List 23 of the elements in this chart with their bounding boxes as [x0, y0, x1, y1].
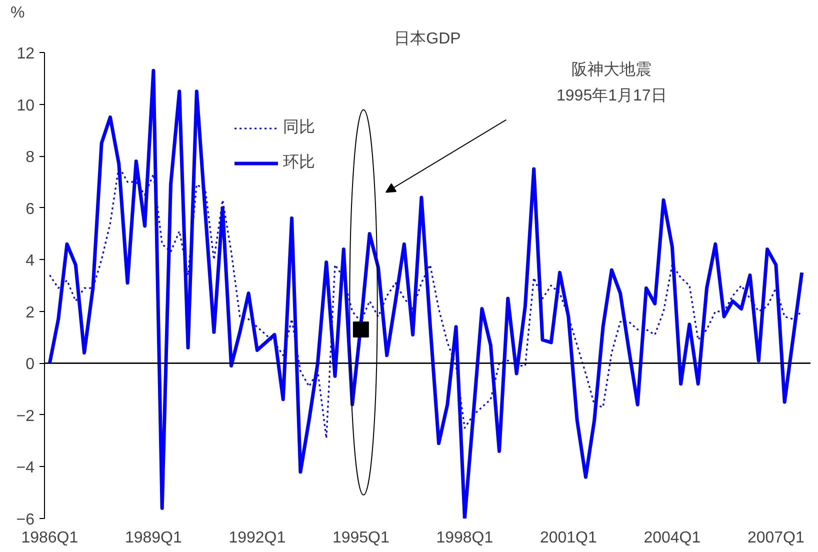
legend-label: 同比: [283, 118, 315, 138]
y-tick-label: 0: [26, 356, 35, 374]
x-tick-label: 1998Q1: [436, 530, 494, 546]
x-tick-label: 1992Q1: [228, 530, 286, 546]
y-axis-title: %: [10, 4, 25, 22]
annotation: 阪神大地震 1995年1月17日: [556, 60, 667, 104]
x-tick-label: 1986Q1: [21, 530, 78, 546]
legend-label: 环比: [283, 152, 315, 173]
y-tick-label: 8: [26, 149, 35, 166]
y-tick-label: 12: [16, 46, 35, 62]
y-tick-label: 4: [26, 252, 35, 270]
y-tick-label: 2: [26, 304, 35, 322]
x-tick-label: 2004Q1: [644, 530, 701, 546]
y-tick-label: 6: [26, 200, 35, 218]
y-tick-label: 10: [16, 97, 35, 114]
y-tick-label: −4: [16, 460, 35, 477]
x-tick-label: 1989Q1: [124, 530, 182, 546]
x-tick-label: 1995Q1: [332, 530, 390, 546]
chart-title: 日本GDP: [394, 30, 461, 48]
x-tick-label: 2007Q1: [747, 530, 804, 546]
y-tick-label: −6: [16, 512, 35, 528]
x-tick-label: 2001Q1: [540, 530, 597, 546]
y-tick-label: −2: [16, 408, 35, 425]
